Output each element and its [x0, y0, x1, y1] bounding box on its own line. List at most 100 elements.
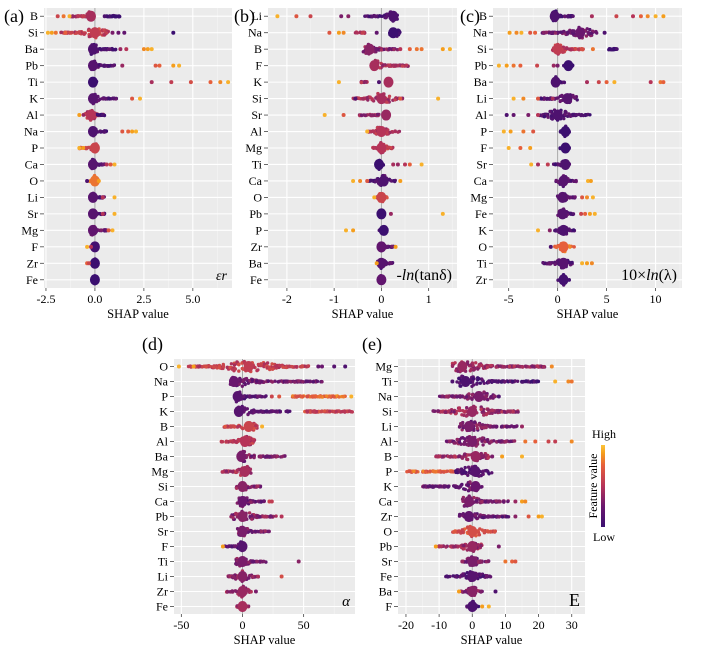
shap-dot — [569, 195, 573, 200]
shap-dot — [573, 195, 577, 199]
shap-dot — [490, 471, 494, 475]
shap-dot — [259, 454, 263, 459]
shap-dot — [494, 499, 498, 503]
shap-dot — [320, 380, 324, 384]
shap-dot — [511, 63, 516, 68]
feature-row-Si: Si — [477, 42, 619, 56]
shap-dot — [489, 440, 493, 444]
shap-dot — [270, 367, 275, 371]
shap-dot — [381, 63, 385, 67]
shap-density-core — [236, 451, 247, 462]
shap-dot — [76, 14, 80, 18]
target-property-annotation: 10×ln(λ) — [621, 267, 677, 284]
shap-density-core — [376, 93, 387, 105]
feature-row-P: P — [255, 223, 389, 237]
y-tick-label: Zr — [157, 585, 168, 599]
shap-density-core — [467, 586, 478, 597]
shap-density-core — [237, 496, 248, 507]
shap-dot — [153, 63, 158, 68]
shap-density-core — [470, 451, 481, 462]
shap-dot — [359, 80, 363, 85]
shap-dot — [585, 27, 589, 31]
shap-dot — [528, 30, 533, 35]
shap-dot — [460, 559, 465, 564]
shap-dot — [211, 365, 216, 369]
shap-dot — [563, 110, 568, 114]
shap-dot — [107, 64, 112, 68]
shap-dot — [102, 14, 107, 19]
shap-dot — [539, 97, 544, 101]
shap-dot — [341, 30, 346, 35]
shap-dot — [521, 96, 526, 101]
shap-dot — [463, 465, 467, 470]
shap-dot — [177, 63, 182, 68]
shap-dot — [490, 408, 494, 412]
shap-dot — [566, 30, 570, 34]
shap-dot — [566, 15, 570, 19]
x-axis-title: SHAP value — [461, 633, 523, 647]
shap-dot — [138, 96, 142, 101]
shap-dot — [234, 512, 238, 516]
shap-dot — [470, 384, 474, 388]
shap-dot — [489, 515, 493, 519]
shap-dot — [63, 30, 68, 35]
target-property-annotation: E — [569, 590, 580, 610]
shap-dot — [435, 455, 440, 459]
y-tick-label: Sr — [476, 157, 487, 171]
shap-dot — [544, 30, 549, 34]
shap-dot — [332, 395, 336, 399]
shap-dot — [227, 544, 232, 548]
shap-dot — [521, 129, 526, 134]
shap-dot — [396, 130, 400, 134]
y-tick-label: Na — [24, 125, 39, 139]
shap-dot — [77, 31, 82, 35]
shap-dot — [267, 365, 272, 369]
shap-dot — [233, 439, 237, 443]
shap-dot — [445, 469, 449, 473]
shap-dot — [585, 195, 589, 200]
shap-dot — [431, 485, 435, 489]
shap-dot — [360, 31, 365, 35]
shap-dot — [365, 96, 370, 100]
shap-dot — [514, 30, 519, 35]
shap-dot — [549, 114, 554, 118]
shap-dot — [614, 14, 619, 19]
shap-dot — [347, 409, 351, 413]
shap-dot — [268, 455, 272, 459]
shap-dot — [171, 63, 176, 68]
shap-dot — [549, 116, 554, 121]
y-tick-label: Al — [475, 108, 488, 122]
shap-dot — [547, 262, 552, 266]
shap-dot — [486, 408, 490, 412]
y-tick-label: P — [161, 390, 168, 404]
shap-density-core — [237, 526, 248, 537]
shap-dot — [503, 365, 507, 369]
shap-dot — [100, 113, 105, 117]
shap-dot — [102, 33, 106, 37]
shap-dot — [436, 409, 441, 413]
shap-dot — [466, 483, 470, 487]
shap-dot — [463, 590, 468, 594]
feature-row-Ba: Ba — [474, 75, 666, 89]
shap-dot — [260, 424, 265, 429]
shap-dot — [296, 559, 301, 564]
shap-density-core — [237, 586, 248, 597]
shap-dot — [262, 362, 267, 366]
shap-dot — [507, 30, 512, 35]
y-tick-label: Na — [248, 26, 263, 40]
y-tick-label: Ba — [155, 450, 169, 464]
shap-dot — [568, 114, 573, 119]
shap-dot — [450, 394, 454, 398]
feature-row-Ca: Ca — [474, 174, 593, 189]
shap-dot — [274, 409, 278, 414]
y-tick-label: Pb — [474, 59, 487, 73]
shap-dot — [372, 195, 377, 200]
shap-dot — [488, 425, 492, 429]
shap-density-core — [557, 191, 568, 203]
y-tick-label: Sr — [381, 555, 392, 569]
x-tick-label: 0.0 — [87, 292, 102, 306]
shap-dot — [553, 162, 558, 167]
shap-dot — [553, 31, 558, 35]
